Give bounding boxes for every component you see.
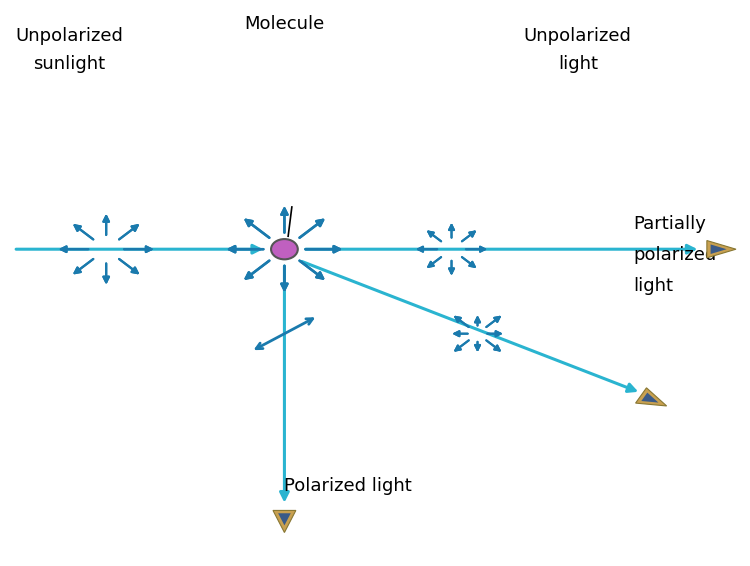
Text: polarized: polarized [634, 246, 717, 264]
Text: Partially: Partially [634, 216, 706, 233]
Polygon shape [635, 388, 667, 406]
Text: Polarized light: Polarized light [284, 477, 412, 495]
Circle shape [271, 239, 298, 259]
Text: light: light [634, 277, 674, 295]
Text: sunlight: sunlight [33, 55, 105, 73]
Polygon shape [706, 241, 736, 258]
Text: Unpolarized: Unpolarized [15, 27, 123, 45]
Text: light: light [558, 55, 598, 73]
Text: Unpolarized: Unpolarized [524, 27, 632, 45]
Polygon shape [710, 245, 727, 254]
Polygon shape [641, 393, 658, 402]
Text: Molecule: Molecule [244, 15, 325, 33]
Polygon shape [273, 511, 296, 533]
Polygon shape [278, 513, 291, 525]
